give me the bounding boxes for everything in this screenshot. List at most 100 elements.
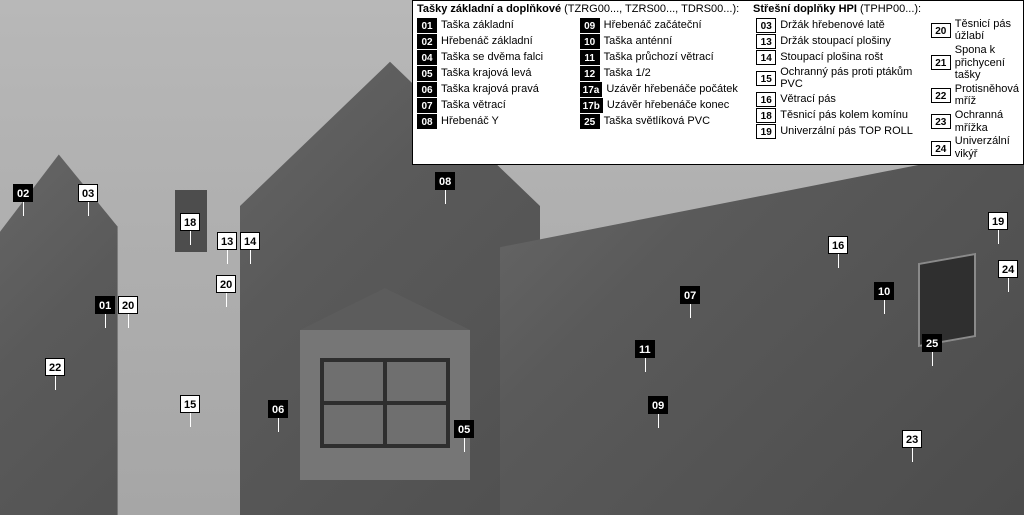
legend-label: Hřebenáč Y — [441, 115, 499, 128]
legend-row: 13Držák stoupací plošiny — [756, 34, 925, 49]
legend-tag: 20 — [931, 23, 951, 38]
legend-tag: 19 — [756, 124, 776, 139]
marker-lead — [250, 250, 251, 264]
legend-group1-title: Tašky základní a doplňkové — [417, 3, 561, 15]
legend-tag: 25 — [580, 114, 600, 129]
marker-18: 18 — [180, 213, 200, 231]
legend-row: 25 Taška světlíková PVC — [580, 114, 751, 129]
legend-row: 16 Větrací pás — [756, 92, 925, 107]
legend-group1-subtitle: (TZRG00..., TZRS00..., TDRS00...): — [564, 3, 739, 15]
legend-label: Taška 1/2 — [604, 67, 651, 80]
legend-tag: 01 — [417, 18, 437, 33]
legend-label: Taška krajová pravá — [441, 83, 539, 96]
legend-col-b: 09 Hřebenáč začáteční 10 Taška anténní 11 Taš… — [580, 18, 751, 161]
legend-label: Těsnicí pás kolem komínu — [780, 109, 908, 122]
roof-scene: 0203181314012020221506050807110916101924… — [0, 0, 1024, 515]
legend-tag: 08 — [417, 114, 437, 129]
marker-20: 20 — [216, 275, 236, 293]
marker-01: 01 — [95, 296, 115, 314]
marker-lead — [464, 438, 465, 452]
legend-group2-subtitle: (TPHP00...): — [860, 3, 921, 15]
marker-03: 03 — [78, 184, 98, 202]
legend-tag: 10 — [580, 34, 600, 49]
legend-row: 03Držák hřebenové latě — [756, 18, 925, 33]
legend-label: Taška základní — [441, 19, 514, 32]
legend-label: Ochranný pás proti ptákům PVC — [780, 66, 925, 91]
marker-05: 05 — [454, 420, 474, 438]
marker-11: 11 — [635, 340, 655, 358]
legend-group2-title: Střešní doplňky HPI — [753, 3, 857, 15]
marker-lead — [445, 190, 446, 204]
marker-08: 08 — [435, 172, 455, 190]
marker-lead — [23, 202, 24, 216]
legend-tag: 03 — [756, 18, 776, 33]
legend-row: 06Taška krajová pravá — [417, 82, 574, 97]
marker-lead — [105, 314, 106, 328]
legend-tag: 13 — [756, 34, 776, 49]
legend-label: Hřebenáč začáteční — [604, 19, 702, 32]
marker-lead — [998, 230, 999, 244]
legend-tag: 17a — [580, 82, 603, 97]
legend-tag: 11 — [580, 50, 600, 65]
dormer — [300, 330, 470, 480]
marker-lead — [884, 300, 885, 314]
legend-tag: 07 — [417, 98, 437, 113]
legend-row: 14Stoupací plošina rošt — [756, 50, 925, 65]
legend-label: Ochranná mřížka — [955, 109, 1019, 134]
legend-tag: 05 — [417, 66, 437, 81]
legend-row: 04Taška se dvěma falci — [417, 50, 574, 65]
legend-tag: 16 — [756, 92, 776, 107]
legend-tag: 12 — [580, 66, 600, 81]
legend-tag: 09 — [580, 18, 600, 33]
marker-07: 07 — [680, 286, 700, 304]
legend-row: 01 Taška základní — [417, 18, 574, 33]
marker-lead — [278, 418, 279, 432]
legend-row: 21 Spona k přichycení tašky — [931, 44, 1019, 82]
legend-tag: 04 — [417, 50, 437, 65]
legend-label: Univerzální pás TOP ROLL — [780, 125, 913, 138]
legend-label: Univerzální vikýř — [955, 135, 1019, 160]
legend-row: 18Těsnicí pás kolem komínu — [756, 108, 925, 123]
legend-row: 19 Univerzální pás TOP ROLL — [756, 124, 925, 139]
legend-row: 05 Taška krajová levá — [417, 66, 574, 81]
legend-row: 12 Taška 1/2 — [580, 66, 751, 81]
marker-lead — [932, 352, 933, 366]
marker-25: 25 — [922, 334, 942, 352]
legend-label: Protisněhová mříž — [955, 83, 1019, 108]
legend-row: 23Ochranná mřížka — [931, 109, 1019, 134]
legend-label: Hřebenáč základní — [441, 35, 533, 48]
legend-row: 17bUzávěr hřebenáče konec — [580, 98, 751, 113]
legend-col-a: 01Taška základní02Hřebenáč základní04Taš… — [417, 18, 574, 161]
marker-13: 13 — [217, 232, 237, 250]
legend-row: 20 Těsnicí pás úžlabí — [931, 18, 1019, 43]
legend-label: Těsnicí pás úžlabí — [955, 18, 1019, 43]
legend-label: Taška krajová levá — [441, 67, 532, 80]
legend-tag: 02 — [417, 34, 437, 49]
legend-columns: 01Taška základní02Hřebenáč základní04Taš… — [417, 18, 1019, 161]
legend-row: 24Univerzální vikýř — [931, 135, 1019, 160]
marker-lead — [227, 250, 228, 264]
skylight — [918, 253, 976, 347]
legend-tag: 15 — [756, 71, 776, 86]
legend-label: Taška anténní — [604, 35, 673, 48]
legend-tag: 17b — [580, 98, 603, 113]
legend-row: 22 Protisněhová mříž — [931, 83, 1019, 108]
marker-15: 15 — [180, 395, 200, 413]
marker-lead — [128, 314, 129, 328]
legend-tag: 22 — [931, 88, 951, 103]
marker-06: 06 — [268, 400, 288, 418]
legend-row: 09 Hřebenáč začáteční — [580, 18, 751, 33]
legend-col-d: 20 Těsnicí pás úžlabí 21 Spona k přichycení… — [931, 18, 1019, 161]
marker-lead — [658, 414, 659, 428]
legend-label: Větrací pás — [780, 93, 836, 106]
legend-label: Taška větrací — [441, 99, 506, 112]
marker-lead — [912, 448, 913, 462]
marker-lead — [55, 376, 56, 390]
legend-label: Spona k přichycení tašky — [955, 44, 1019, 82]
legend-row: 07 Taška větrací — [417, 98, 574, 113]
legend-tag: 21 — [931, 55, 951, 70]
legend-row: 17aUzávěr hřebenáče počátek — [580, 82, 751, 97]
legend-row: 02 Hřebenáč základní — [417, 34, 574, 49]
legend-label: Taška světlíková PVC — [604, 115, 710, 128]
legend-tag: 14 — [756, 50, 776, 65]
